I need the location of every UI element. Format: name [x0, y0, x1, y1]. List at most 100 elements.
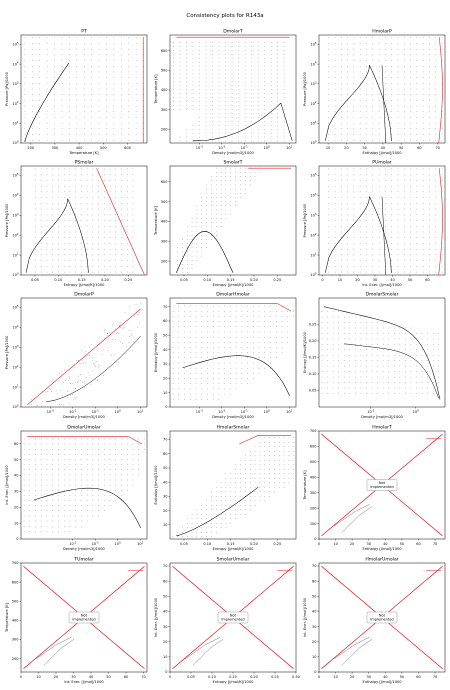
x-tick-label: 0.25 [273, 542, 281, 546]
x-tick-label: 0.20 [101, 278, 109, 282]
x-tick-label: 60 [124, 675, 128, 679]
panel-title: DmolarHmolar [216, 292, 250, 298]
panel-title: HmolarSmolar [217, 425, 250, 431]
y-tick-label: 400 [12, 619, 19, 623]
x-axis-label: Density [mol/m3]/1000 [63, 547, 105, 551]
y-tick-label: 300 [161, 240, 168, 244]
panel-HmolarP: 10 20 30 40 50 60 70 100 101 102 103 104 105 HmolarP E… [303, 29, 446, 155]
y-tick-label: 103 [310, 212, 316, 218]
x-tick-label: 0.05 [180, 278, 188, 282]
y-tick-label: 0.10 [309, 372, 317, 376]
y-tick-label: 50 [163, 595, 167, 599]
x-tick-label: 40 [383, 542, 387, 546]
y-tick-label: 30 [163, 495, 167, 499]
x-tick-label: 50 [400, 542, 404, 546]
x-tick-label: 70 [433, 675, 437, 679]
x-tick-label: 0 [20, 675, 22, 679]
y-tick-label: 700 [12, 561, 19, 565]
x-tick-label: 10 [333, 542, 337, 546]
panel-DmolarHmolar: 10-3 10-2 10-1 100 101010203040506070DmolarH… [154, 292, 297, 419]
x-axis-label: Density [mol/m3]/1000 [212, 415, 254, 419]
state-points [172, 305, 294, 400]
panel-DmolarSmolar: 10-2 100 0.05 0.10 0.15 0.20 0.25 DmolarSmolar D… [303, 292, 446, 419]
state-points [321, 311, 439, 394]
y-tick-label: 20 [14, 505, 18, 509]
x-tick-label: 10 [36, 675, 40, 679]
x-tick-label: 100 [413, 408, 419, 414]
x-tick-label: 10-3 [47, 408, 54, 414]
y-tick-label: 300 [310, 491, 317, 495]
x-axis-label: Density [mol/m3]/1000 [361, 415, 403, 419]
panel-title: PSmolar [75, 160, 94, 166]
state-points [31, 302, 141, 407]
x-tick-label: 50 [408, 278, 412, 282]
y-tick-label: 10 [14, 521, 18, 525]
y-tick-label: 600 [12, 580, 19, 584]
curve [182, 355, 290, 397]
x-tick-label: 10-2 [69, 540, 76, 546]
curve [381, 196, 387, 275]
y-tick-label: 50 [163, 466, 167, 470]
figure-title: Consistency plots for R143a [186, 13, 264, 19]
x-tick-label: 10-3 [196, 144, 203, 150]
curve [341, 506, 373, 533]
curve [46, 335, 141, 402]
x-tick-label: 20 [350, 675, 354, 679]
annotation-box [366, 479, 398, 491]
x-tick-label: 70 [433, 542, 437, 546]
y-tick-label: 60 [163, 452, 167, 456]
curve [176, 303, 292, 312]
x-tick-label: 20 [54, 675, 58, 679]
y-tick-label: 30 [14, 490, 18, 494]
x-tick-label: 0 [318, 542, 320, 546]
y-tick-label: 60 [163, 319, 167, 323]
panel-title: HmolarP [372, 29, 392, 35]
panel-title: DmolarT [223, 29, 243, 35]
y-tick-label: 400 [161, 88, 168, 92]
y-tick-label: 105 [12, 172, 18, 178]
y-tick-label: 30 [312, 625, 316, 629]
y-tick-label: 104 [310, 61, 316, 67]
plot-area [325, 37, 443, 143]
curve [176, 486, 259, 537]
x-tick-label: 0.20 [250, 542, 258, 546]
y-tick-label: 100 [12, 140, 18, 146]
plot-area [173, 36, 293, 142]
annotation-text: Implemented [72, 617, 95, 621]
curve [192, 102, 282, 142]
y-axis-label: Pressure [Pa]/1000 [303, 71, 307, 106]
x-tick-label: 0.15 [78, 278, 86, 282]
x-tick-label: 0 [169, 675, 171, 679]
plot-area [24, 37, 144, 143]
y-tick-label: 20 [163, 377, 167, 381]
curve [25, 198, 89, 273]
y-tick-label: 101 [310, 120, 316, 126]
ticks: 0.05 0.10 0.15 0.20 0.25 200 300 400 500 600 [161, 180, 281, 282]
y-tick-label: 20 [163, 509, 167, 513]
y-tick-label: 0 [165, 405, 167, 409]
curve [323, 306, 441, 400]
y-tick-label: 60 [14, 442, 18, 446]
y-axis-label: Int. Ener. [J/mol]/1000 [154, 597, 158, 637]
state-points [328, 168, 443, 273]
y-tick-label: 104 [12, 192, 18, 198]
x-tick-label: 40 [381, 146, 385, 150]
y-axis-label: Temperature [K] [154, 205, 158, 236]
x-tick-label: 100 [264, 408, 270, 414]
state-points [172, 437, 295, 538]
curve [438, 37, 443, 143]
x-tick-label: 0.10 [54, 278, 62, 282]
curve [333, 636, 370, 660]
x-tick-label: 0.05 [187, 675, 195, 679]
y-tick-label: 500 [161, 200, 168, 204]
x-axis-label: Entropy [J/mol/K]/1000 [64, 283, 106, 287]
x-tick-label: 70 [141, 675, 145, 679]
x-axis-label: Temperature [K] [68, 151, 99, 155]
plot-area [27, 302, 141, 407]
x-tick-label: 50 [400, 675, 404, 679]
x-tick-label: 10-1 [241, 408, 248, 414]
